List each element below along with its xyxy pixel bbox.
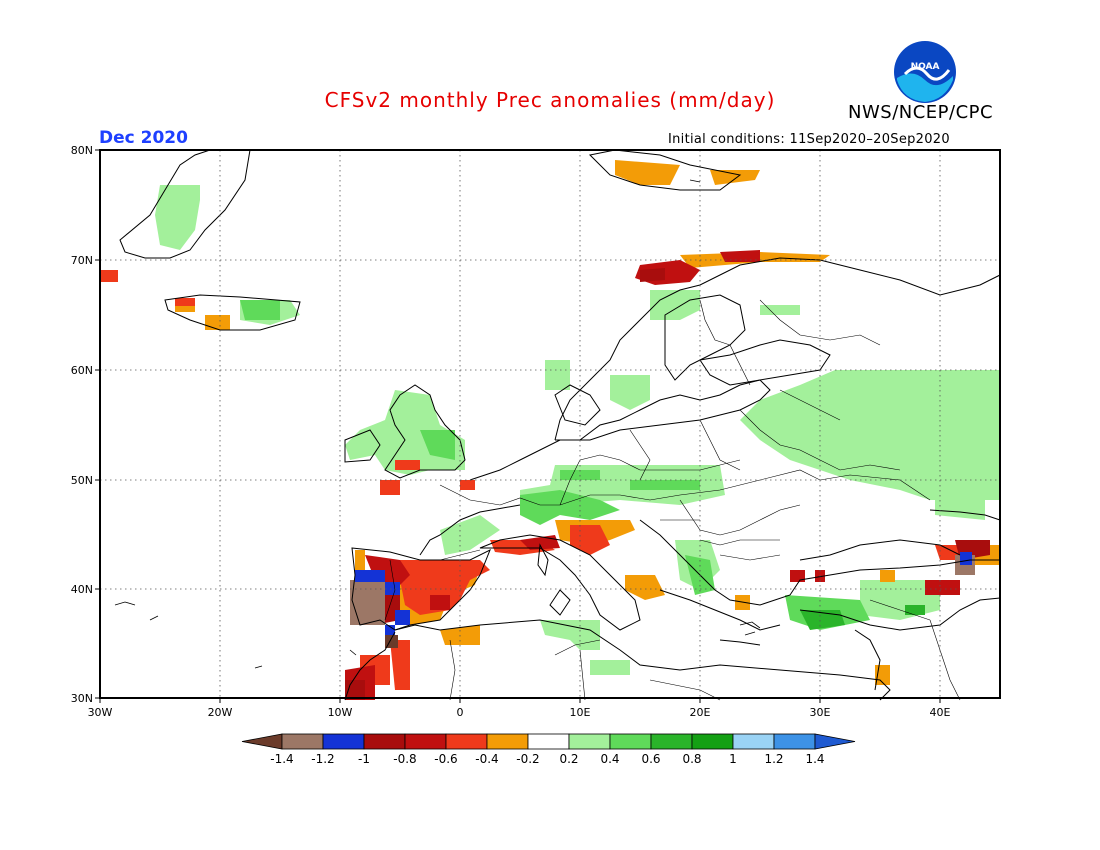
initial-conditions: Initial conditions: 11Sep2020–20Sep2020 xyxy=(668,132,950,147)
lon-label: 30W xyxy=(88,706,113,719)
country-borders xyxy=(384,299,961,701)
latitude-labels: 80N 70N 60N 50N 40N 30N xyxy=(71,144,93,705)
islands xyxy=(114,179,761,669)
legend-label: -0.4 xyxy=(475,752,498,766)
legend-swatch xyxy=(322,733,365,750)
legend-label: 0.8 xyxy=(682,752,701,766)
lat-label: 60N xyxy=(71,364,93,377)
legend-label: 1 xyxy=(729,752,737,766)
legend-swatch xyxy=(650,733,693,750)
legend-swatch xyxy=(773,733,816,750)
legend-swatch xyxy=(363,733,406,750)
legend-label: -1 xyxy=(358,752,370,766)
legend-swatch xyxy=(527,733,570,750)
legend-label: -0.8 xyxy=(393,752,416,766)
legend-label: 1.2 xyxy=(764,752,783,766)
anomaly-shading xyxy=(100,160,1000,700)
lat-label: 80N xyxy=(71,144,93,157)
legend-swatch xyxy=(486,733,529,750)
legend-arrow-low xyxy=(241,733,283,750)
lon-label: 10E xyxy=(570,706,591,719)
lat-label: 50N xyxy=(71,474,93,487)
lat-label: 70N xyxy=(71,254,93,267)
legend-label: 0.2 xyxy=(559,752,578,766)
noaa-logo: NOAA xyxy=(893,40,957,104)
lon-label: 40E xyxy=(930,706,951,719)
legend-label: 0.4 xyxy=(600,752,619,766)
legend-label: -0.6 xyxy=(434,752,457,766)
lon-label: 0 xyxy=(457,706,464,719)
lat-label: 40N xyxy=(71,583,93,596)
lon-label: 10W xyxy=(328,706,353,719)
chart-title: CFSv2 monthly Prec anomalies (mm/day) xyxy=(324,88,776,112)
forecast-month: Dec 2020 xyxy=(99,128,188,148)
legend-swatch xyxy=(568,733,611,750)
legend-arrow-high xyxy=(814,733,856,750)
lat-label: 30N xyxy=(71,692,93,705)
legend-label: -0.2 xyxy=(516,752,539,766)
organization-label: NWS/NCEP/CPC xyxy=(848,102,994,123)
legend-swatch xyxy=(404,733,447,750)
legend-swatch xyxy=(732,733,775,750)
legend-swatch xyxy=(691,733,734,750)
legend-label: -1.2 xyxy=(311,752,334,766)
legend-label: 0.6 xyxy=(641,752,660,766)
noaa-logo-text: NOAA xyxy=(911,62,940,72)
color-legend: -1.4 -1.2 -1 -0.8 -0.6 -0.4 -0.2 0.2 0.4 0.6 0.8 1 1… xyxy=(241,733,856,766)
legend-swatch xyxy=(609,733,652,750)
lon-label: 30E xyxy=(810,706,831,719)
legend-swatch xyxy=(281,733,324,750)
map-frame xyxy=(99,149,1001,699)
longitude-labels: 30W 20W 10W 0 10E 20E 30E 40E xyxy=(88,706,951,719)
graticule xyxy=(100,150,1000,698)
lon-label: 20W xyxy=(208,706,233,719)
legend-label: 1.4 xyxy=(805,752,824,766)
coastlines xyxy=(119,149,1001,701)
legend-swatch xyxy=(445,733,488,750)
lon-label: 20E xyxy=(690,706,711,719)
legend-label: -1.4 xyxy=(270,752,293,766)
